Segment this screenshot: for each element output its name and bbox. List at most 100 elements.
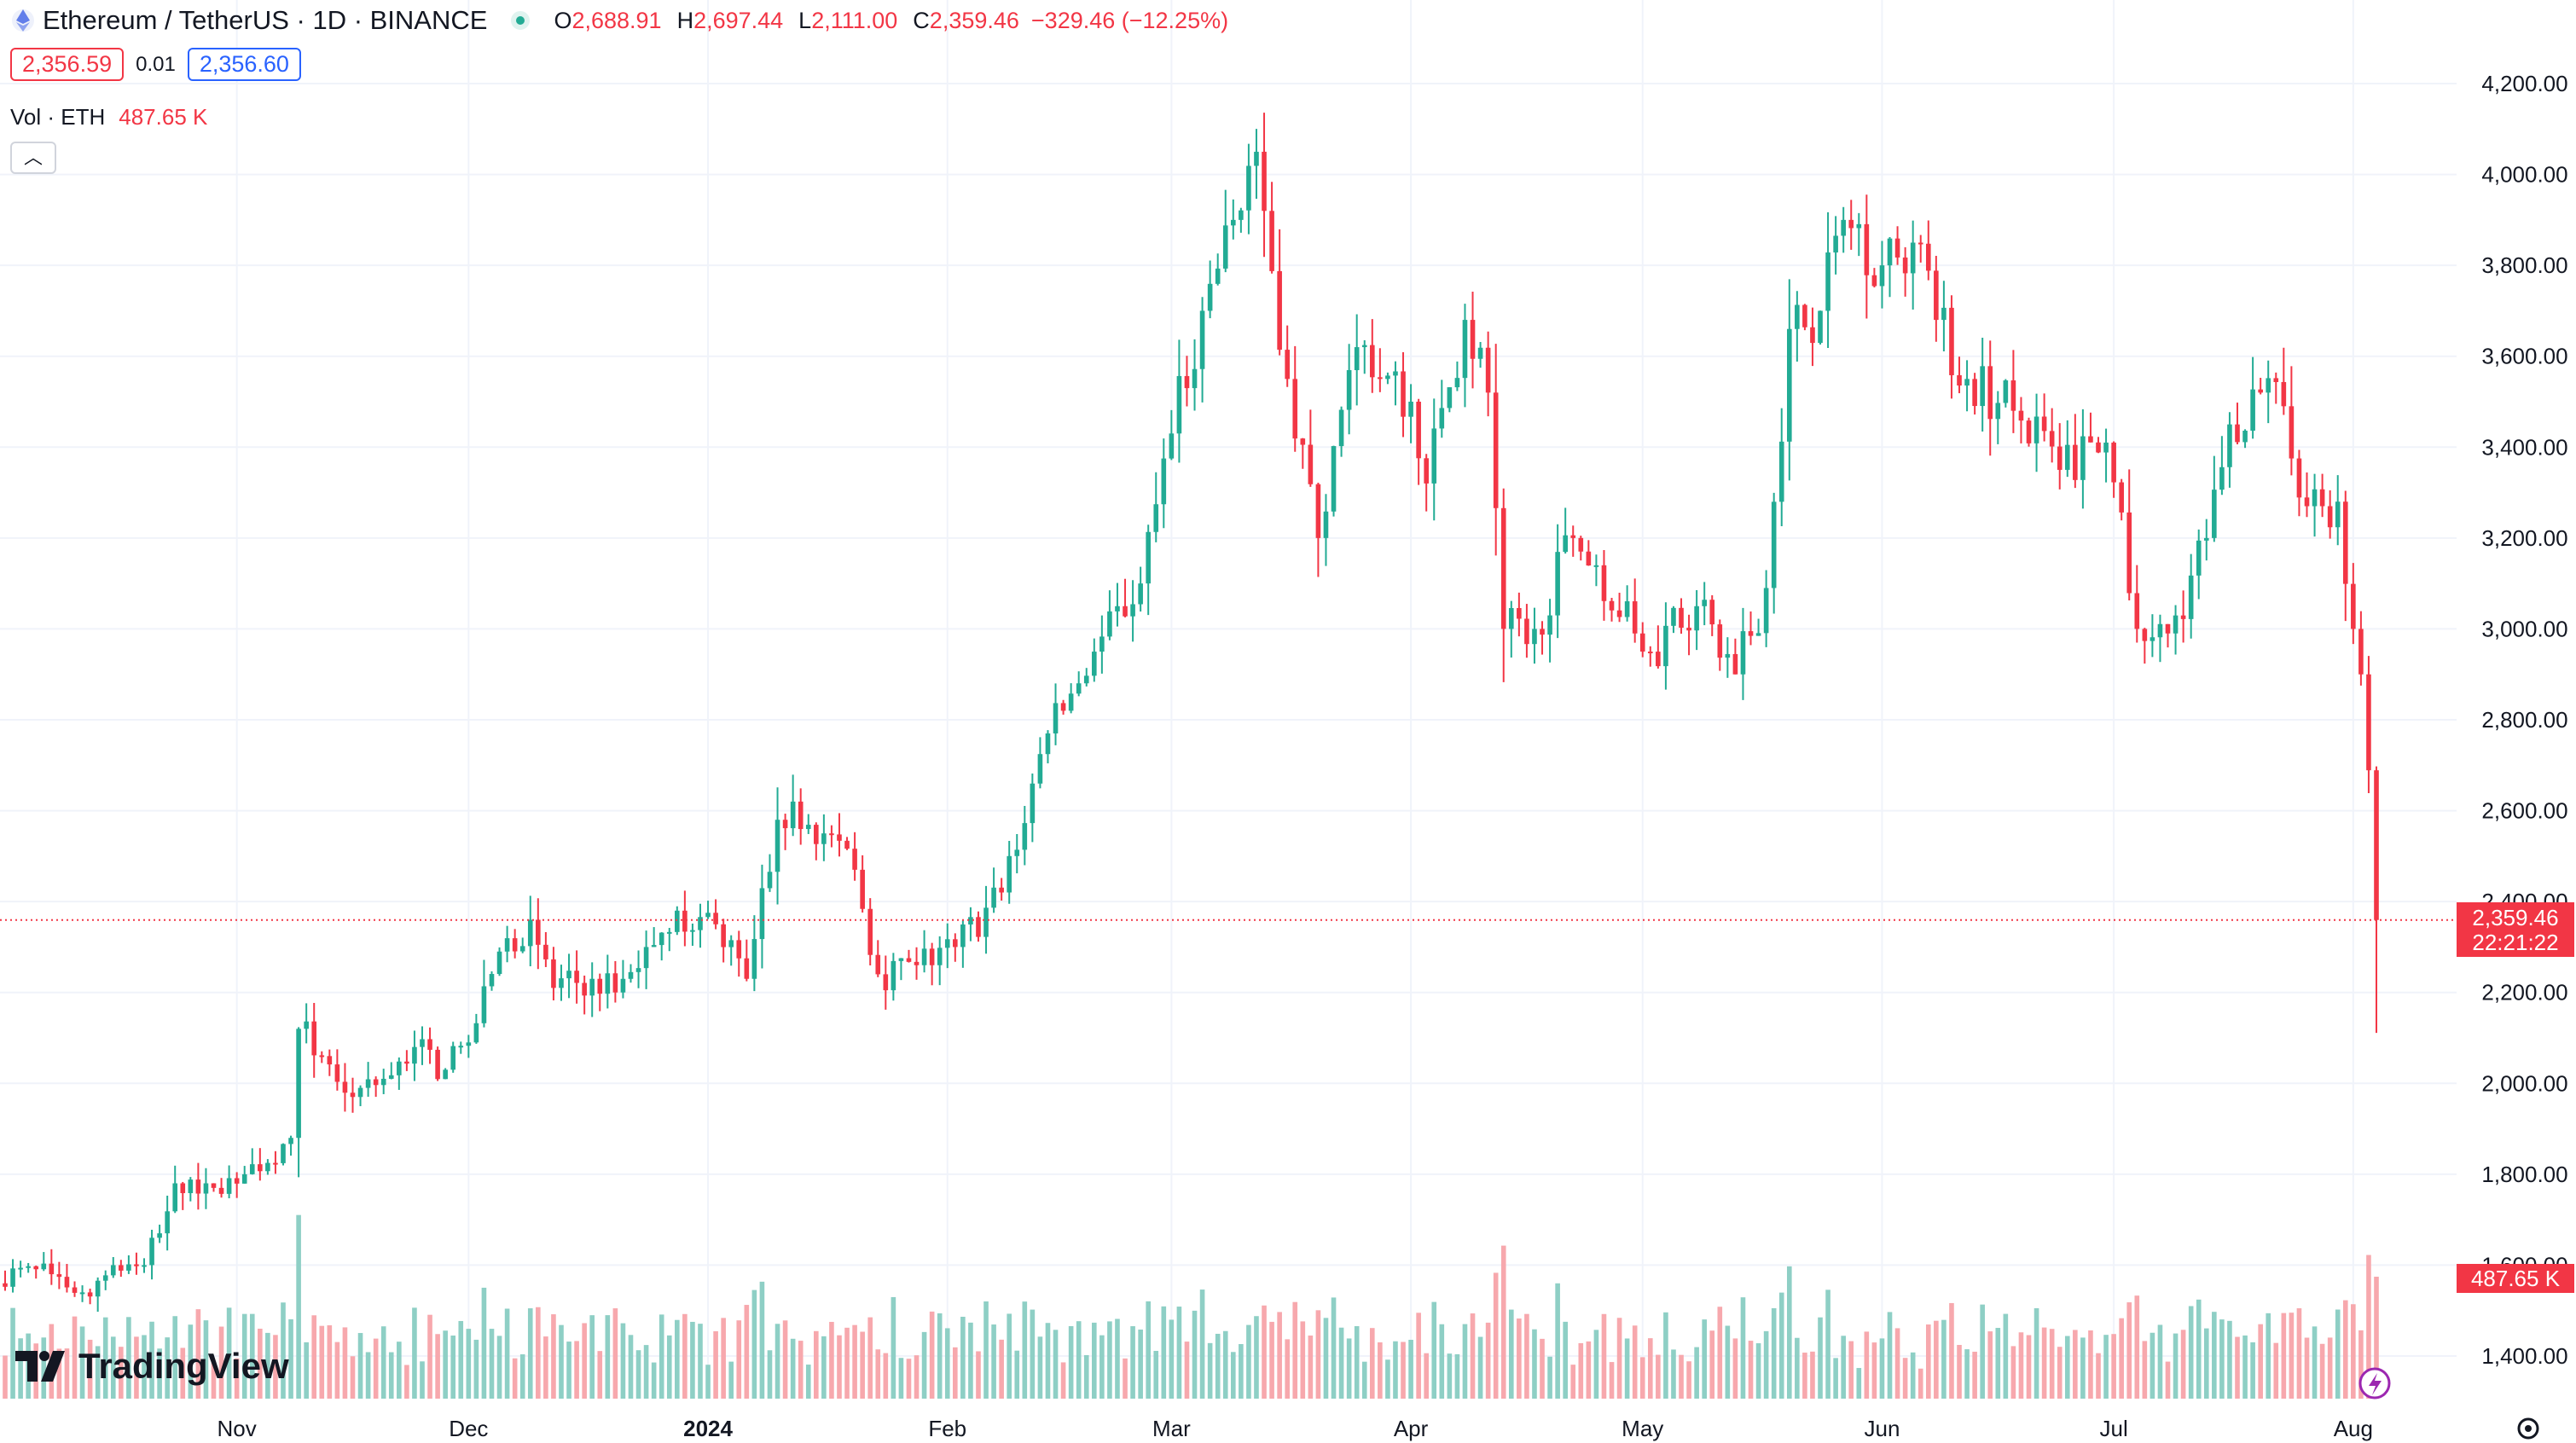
volume-bar xyxy=(767,1350,773,1399)
candle-body xyxy=(999,887,1004,893)
volume-bar xyxy=(852,1324,857,1399)
tradingview-logo-text: TradingView xyxy=(78,1346,289,1386)
volume-bar xyxy=(1022,1301,1028,1399)
candle-body xyxy=(1871,275,1877,287)
candle-body xyxy=(1254,151,1259,166)
volume-bar xyxy=(1470,1313,1476,1399)
candle-body xyxy=(1053,703,1059,733)
volume-bar xyxy=(2180,1330,2186,1399)
candle-body xyxy=(1308,444,1314,484)
volume-bar xyxy=(1076,1321,1082,1399)
time-axis[interactable]: Nov Dec 2024 Feb Mar Apr May Jun Jul Aug xyxy=(218,1416,2373,1441)
volume-bar xyxy=(2196,1299,2202,1399)
candle-body xyxy=(837,834,842,841)
candle-body xyxy=(1500,507,1506,629)
candle-body xyxy=(1331,446,1337,512)
volume-bar xyxy=(1771,1307,1777,1399)
volume-bar xyxy=(1555,1283,1560,1399)
volume-bar xyxy=(643,1345,649,1399)
candle-body xyxy=(751,939,757,979)
candle-body xyxy=(404,1061,409,1064)
volume-bar xyxy=(1717,1307,1723,1399)
volume-bar xyxy=(241,1313,247,1399)
volume-bar xyxy=(1323,1318,1329,1399)
volume-bar xyxy=(258,1328,263,1399)
volume-bar xyxy=(860,1331,865,1399)
candle-body xyxy=(397,1061,402,1075)
low-label: L xyxy=(798,7,812,33)
volume-bar xyxy=(1894,1328,1900,1399)
volume-bar xyxy=(1361,1361,1367,1399)
candle-body xyxy=(288,1138,293,1145)
candle-body xyxy=(110,1265,116,1276)
candle-body xyxy=(2165,623,2171,634)
candle-body xyxy=(1694,606,1699,631)
volume-bar xyxy=(2212,1312,2217,1399)
volume-bar xyxy=(960,1316,966,1399)
candle-body xyxy=(427,1039,432,1050)
volume-bar xyxy=(1709,1330,1715,1399)
volume-bar xyxy=(551,1314,556,1399)
market-status-icon[interactable] xyxy=(511,11,531,30)
volume-bar xyxy=(304,1342,309,1399)
candle-body xyxy=(226,1178,232,1194)
candle-body xyxy=(234,1178,240,1184)
volume-bar xyxy=(1686,1361,1691,1399)
candle-body xyxy=(72,1287,78,1293)
candle-body xyxy=(1647,652,1653,654)
volume-bar xyxy=(519,1354,525,1399)
volume-bar xyxy=(921,1331,927,1399)
volume-bar xyxy=(1416,1313,1421,1399)
chevron-up-icon[interactable]: ︿ xyxy=(10,142,56,174)
candle-body xyxy=(3,1283,8,1287)
price-axis[interactable]: 1,400.001,600.001,800.002,000.002,200.00… xyxy=(2481,71,2567,1369)
candle-body xyxy=(883,974,889,991)
candle-body xyxy=(1354,347,1360,371)
candle-body xyxy=(365,1079,371,1088)
candle-body xyxy=(172,1183,178,1212)
volume-bar xyxy=(605,1315,611,1399)
volume-bar xyxy=(1477,1336,1483,1399)
tradingview-logo[interactable]: TradingView xyxy=(15,1346,289,1387)
volume-bar xyxy=(1060,1362,1066,1399)
volume-bar xyxy=(195,1309,201,1399)
volume-bar xyxy=(1864,1331,1870,1399)
candle-body xyxy=(1138,583,1143,605)
candle-body xyxy=(258,1164,263,1172)
candle-body xyxy=(281,1144,286,1163)
symbol-title[interactable]: Ethereum / TetherUS · 1D · BINANCE xyxy=(43,5,488,35)
candle-body xyxy=(2358,629,2364,675)
time-tick-label: Jul xyxy=(2099,1416,2127,1441)
time-tick-label: Mar xyxy=(1152,1416,1191,1441)
volume-bar xyxy=(906,1359,912,1399)
candle-body xyxy=(736,940,742,959)
volume-bar xyxy=(1508,1309,1514,1399)
volume-bar xyxy=(659,1314,664,1399)
candle-body xyxy=(119,1265,124,1271)
candle-body xyxy=(2142,629,2148,641)
volume-bar xyxy=(1879,1338,1885,1399)
volume-bar xyxy=(1385,1359,1390,1399)
settings-gear-icon[interactable] xyxy=(2517,1417,2539,1440)
volume-bar xyxy=(976,1351,981,1399)
volume-bar xyxy=(281,1302,286,1399)
volume-bar xyxy=(2088,1330,2093,1399)
candle-body xyxy=(551,959,556,988)
sell-price-button[interactable]: 2,356.59 xyxy=(10,48,125,81)
volume-bar xyxy=(56,1348,62,1399)
candle-body xyxy=(944,939,950,948)
candle-body xyxy=(2049,431,2055,447)
time-tick-label: 2024 xyxy=(683,1416,733,1441)
candle-body xyxy=(1083,675,1089,684)
volume-bar xyxy=(1454,1353,1460,1399)
candle-body xyxy=(1547,615,1552,635)
volume-bar xyxy=(690,1321,695,1399)
candle-body xyxy=(612,973,618,993)
candle-body xyxy=(2227,424,2232,467)
volume-bar xyxy=(79,1326,85,1399)
buy-price-button[interactable]: 2,356.60 xyxy=(187,48,301,81)
volume-bar xyxy=(481,1287,487,1399)
lightning-icon[interactable] xyxy=(2358,1367,2391,1400)
candle-body xyxy=(102,1275,108,1281)
